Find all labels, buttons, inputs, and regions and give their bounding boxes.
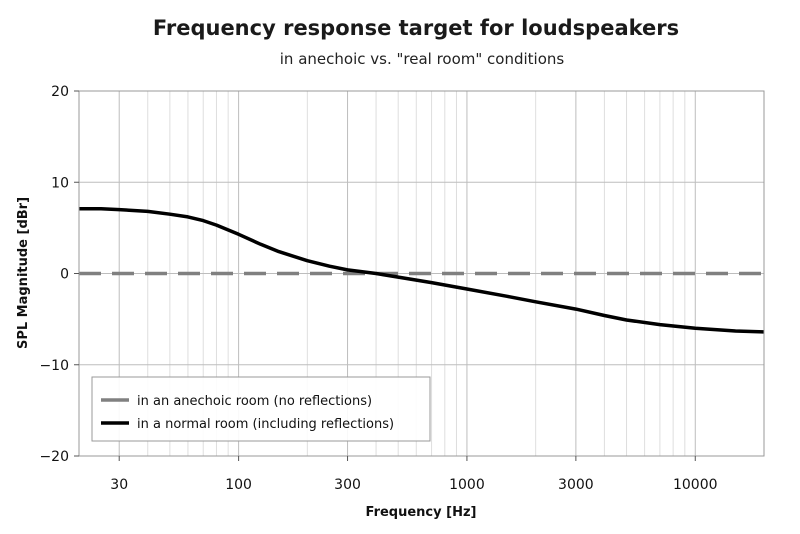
x-tick-label: 3000 (558, 477, 594, 493)
x-axis-label: Frequency [Hz] (366, 505, 477, 520)
legend-label-anechoic: in an anechoic room (no reflections) (137, 394, 372, 409)
chart-title: Frequency response target for loudspeake… (153, 16, 679, 40)
y-tick-label: −10 (39, 358, 69, 374)
series-line-normal-room (79, 206, 765, 334)
x-tick-label: 1000 (449, 477, 485, 493)
x-axis-ticks: 30 100 300 1000 3000 10000 (110, 456, 718, 493)
legend-box (91, 376, 431, 442)
x-tick-label: 10000 (673, 477, 718, 493)
x-tick-label: 30 (110, 477, 128, 493)
x-tick-label: 100 (225, 477, 252, 493)
legend-label-normal-room: in a normal room (including reflections) (137, 417, 394, 432)
x-tick-label: 300 (334, 477, 361, 493)
plot-series (79, 206, 765, 334)
y-tick-label: 20 (51, 84, 69, 100)
y-tick-label: 0 (60, 267, 69, 283)
y-tick-label: −20 (39, 449, 69, 465)
chart-subtitle: in anechoic vs. "real room" conditions (280, 50, 565, 68)
legend: in an anechoic room (no reflections) in … (91, 376, 431, 442)
y-axis-label: SPL Magnitude [dBr] (16, 197, 31, 349)
y-tick-label: 10 (51, 175, 69, 191)
y-axis-ticks: 20 10 0 −10 −20 (39, 84, 79, 465)
